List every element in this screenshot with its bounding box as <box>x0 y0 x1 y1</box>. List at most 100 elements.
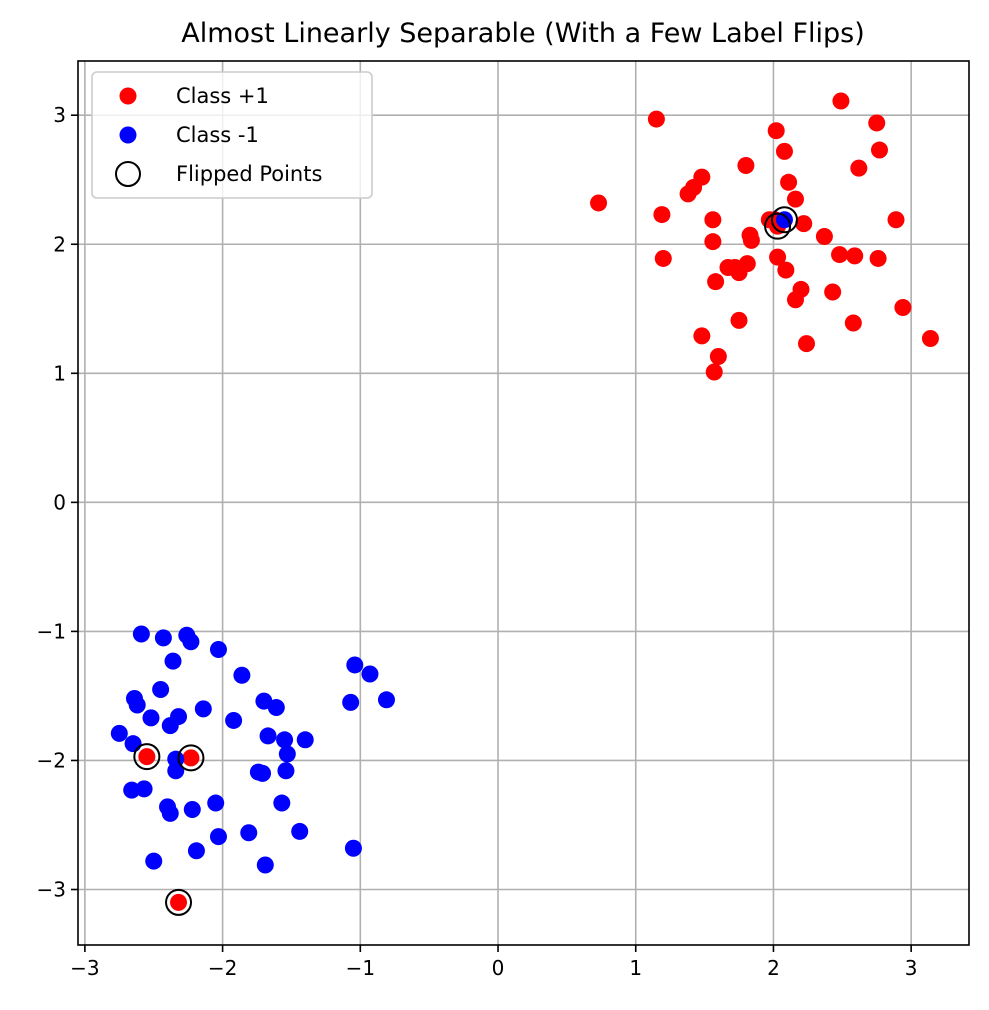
data-point-0-33 <box>815 228 833 246</box>
flipped-point-marker-0 <box>764 212 792 240</box>
data-point-1-15 <box>167 762 185 780</box>
series-1 <box>110 211 793 874</box>
data-point-0-0 <box>590 194 608 212</box>
data-point-1-44 <box>361 665 379 683</box>
legend-label-1: Class -1 <box>176 123 259 147</box>
data-point-0-1 <box>647 110 665 128</box>
data-point-0-8 <box>704 211 722 229</box>
data-point-0-31 <box>795 215 813 233</box>
y-tick-label-4: 1 <box>53 361 66 385</box>
data-point-1-33 <box>259 727 277 745</box>
x-tick-label-1: −2 <box>208 956 237 980</box>
data-point-0-41 <box>869 249 887 267</box>
data-point-0-49 <box>170 893 188 911</box>
data-point-1-38 <box>278 745 296 763</box>
data-point-1-45 <box>377 691 395 709</box>
data-point-0-16 <box>730 311 748 329</box>
data-point-1-28 <box>240 824 258 842</box>
flipped-point-marker-1 <box>770 206 798 234</box>
data-point-1-7 <box>142 709 160 727</box>
data-point-0-37 <box>844 314 862 332</box>
y-tick-label-1: −2 <box>37 748 66 772</box>
data-point-0-28 <box>786 190 804 208</box>
data-point-0-18 <box>738 255 756 273</box>
data-point-0-7 <box>693 327 711 345</box>
data-point-0-2 <box>653 206 671 224</box>
data-point-0-10 <box>707 273 725 291</box>
x-tick-label-4: 1 <box>629 956 642 980</box>
data-point-1-46 <box>775 211 793 229</box>
legend-label-2: Flipped Points <box>176 162 322 186</box>
data-point-0-34 <box>824 283 842 301</box>
data-point-1-26 <box>225 711 243 729</box>
data-point-0-45 <box>921 329 939 347</box>
x-tick-label-5: 2 <box>767 956 780 980</box>
data-point-1-1 <box>123 781 141 799</box>
data-point-1-19 <box>182 633 200 651</box>
data-point-0-44 <box>894 298 912 316</box>
flipped-point-marker-3 <box>177 744 205 772</box>
data-points <box>110 92 939 916</box>
data-point-1-34 <box>267 699 285 717</box>
data-point-1-41 <box>342 693 360 711</box>
data-point-1-5 <box>132 625 150 643</box>
data-point-1-6 <box>135 780 153 798</box>
data-point-0-35 <box>831 246 849 264</box>
data-point-1-37 <box>277 762 295 780</box>
data-point-0-32 <box>797 335 815 353</box>
x-tick-label-0: −3 <box>70 956 99 980</box>
data-point-1-25 <box>209 640 227 658</box>
x-tick-label-2: −1 <box>346 956 375 980</box>
x-tick-label-6: 3 <box>905 956 918 980</box>
data-point-1-17 <box>170 708 188 726</box>
data-point-1-13 <box>161 804 179 822</box>
data-point-0-30 <box>792 280 810 298</box>
data-point-1-36 <box>276 731 294 749</box>
data-point-1-30 <box>254 764 272 782</box>
data-point-0-12 <box>709 348 727 366</box>
data-point-0-39 <box>850 159 868 177</box>
data-point-1-27 <box>233 666 251 684</box>
data-point-1-39 <box>291 822 309 840</box>
data-point-1-9 <box>152 680 170 698</box>
y-tick-label-6: 3 <box>53 103 66 127</box>
legend-marker-2 <box>115 161 141 187</box>
data-point-1-4 <box>128 696 146 714</box>
data-point-1-22 <box>194 700 212 718</box>
data-point-1-20 <box>183 800 201 818</box>
data-point-1-42 <box>344 839 362 857</box>
data-point-0-40 <box>868 114 886 132</box>
data-point-1-14 <box>164 652 182 670</box>
data-point-0-38 <box>846 247 864 265</box>
data-point-0-36 <box>832 92 850 110</box>
data-point-1-32 <box>256 856 274 874</box>
legend-marker-1 <box>119 126 137 144</box>
data-point-0-6 <box>693 168 711 186</box>
data-point-0-24 <box>769 248 787 266</box>
data-point-0-47 <box>138 748 156 766</box>
data-point-0-43 <box>887 211 905 229</box>
data-point-1-43 <box>346 656 364 674</box>
series-2 <box>133 206 798 916</box>
legend-marker-0 <box>119 87 137 105</box>
data-point-0-26 <box>777 261 795 279</box>
flipped-point-marker-4 <box>165 888 193 916</box>
chart-title: Almost Linearly Separable (With a Few La… <box>181 18 865 49</box>
data-point-0-42 <box>870 141 888 159</box>
data-point-0-27 <box>780 173 798 191</box>
axis-ticks: −3 −2 −1 0 1 2 3 −3 −2 −1 0 1 2 3 <box>37 103 918 980</box>
y-tick-label-3: 0 <box>53 490 66 514</box>
data-point-1-10 <box>154 629 172 647</box>
data-point-1-2 <box>124 735 142 753</box>
x-tick-label-3: 0 <box>492 956 505 980</box>
grid-lines <box>78 61 969 945</box>
legend-label-0: Class +1 <box>176 84 269 108</box>
data-point-1-40 <box>296 731 314 749</box>
series-0 <box>138 92 939 911</box>
flipped-point-marker-2 <box>133 743 161 771</box>
y-tick-label-5: 2 <box>53 232 66 256</box>
y-tick-label-0: −3 <box>37 878 66 902</box>
data-point-1-8 <box>145 852 163 870</box>
data-point-0-3 <box>654 249 672 267</box>
